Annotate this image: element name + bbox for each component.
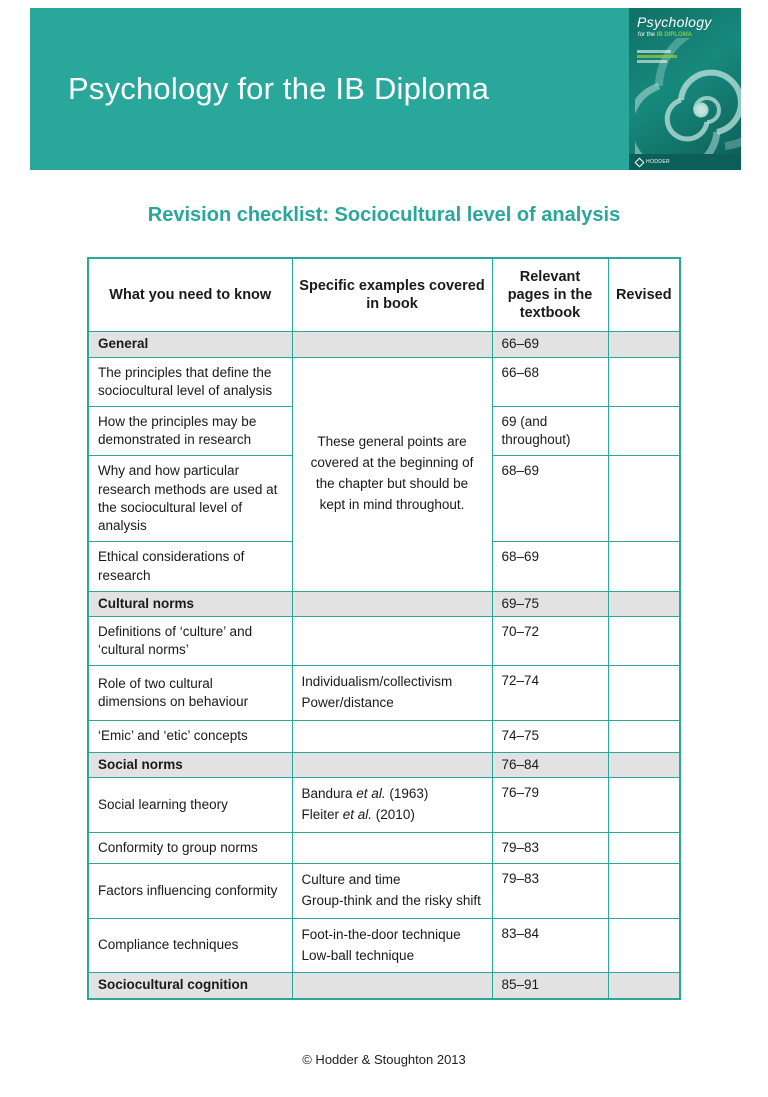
pages-cell: 69 (and throughout) [491,406,609,457]
copyright-footer: © Hodder & Stoughton 2013 [302,1051,466,1067]
examples-cell: Individualism/collectivism Power/distance [291,665,493,722]
revised-cell [607,615,681,667]
pages-cell: 68–69 [491,541,609,592]
checklist-body: General 66–69 The principles that define t… [87,331,681,1000]
know-cell: Why and how particular research methods … [87,455,293,543]
table-row: Definitions of ‘culture’ and ‘cultural n… [87,615,681,667]
know-cell: General [87,331,293,358]
column-header-pages: Relevant pages in the textbook [491,257,609,333]
book-cover-authors-decoration [637,50,677,65]
table-row: The principles that define the sociocult… [87,356,681,592]
revised-cell [607,972,681,1000]
column-header-revised: Revised [607,257,681,333]
know-cell: The principles that define the sociocult… [87,356,293,408]
pages-cell: 69–75 [491,590,609,618]
pages-cell: 79–83 [491,862,609,919]
know-cell: Cultural norms [87,590,293,618]
table-row: Role of two cultural dimensions on behav… [87,665,681,722]
revised-cell [607,720,681,753]
page-title: Psychology for the IB Diploma [68,71,490,106]
examples-cell [291,615,493,667]
pages-cell: 72–74 [491,665,609,722]
know-cell: Definitions of ‘culture’ and ‘cultural n… [87,615,293,667]
know-cell: How the principles may be demonstrated i… [87,406,293,457]
examples-cell: Culture and time Group-think and the risk… [291,862,493,919]
know-cell: Compliance techniques [87,917,293,974]
table-row: Social learning theory Bandura et al. (19… [87,776,681,833]
pages-cell: 66–68 [491,356,609,408]
examples-cell [291,720,493,753]
table-row: ‘Emic’ and ‘etic’ concepts 74–75 [87,720,681,753]
book-cover-publisher-bar: HODDER [629,154,741,170]
know-cell: Sociocultural cognition [87,972,293,1000]
examples-cell [291,831,493,864]
publisher-logo-icon [634,157,645,167]
revised-cell [607,862,681,919]
know-cell: Social learning theory [87,776,293,833]
examples-cell: Bandura et al. (1963) Fleiter et al. (201… [291,776,493,833]
table-row: Factors influencing conformity Culture an… [87,862,681,919]
book-cover-title: Psychology [637,14,712,30]
revised-cell [607,831,681,864]
know-cell: Ethical considerations of research [87,541,293,592]
know-cell: ‘Emic’ and ‘etic’ concepts [87,720,293,753]
page: Psychology for the IB Diploma Psychology… [0,8,768,1097]
pages-cell: 74–75 [491,720,609,753]
revised-cell [607,776,681,833]
pages-cell: 85–91 [491,972,609,1000]
table-row: Compliance techniques Foot-in-the-door te… [87,917,681,974]
revised-cell [607,356,681,408]
section-row: Sociocultural cognition 85–91 [87,972,681,1000]
publisher-name: HODDER [646,159,671,165]
know-cell: Role of two cultural dimensions on behav… [87,665,293,722]
know-cell: Social norms [87,751,293,778]
revised-cell [607,590,681,618]
examples-cell [291,751,493,778]
section-row: Social norms 76–84 [87,751,681,778]
table-header-row: What you need to know Specific examples … [87,257,681,333]
table-row: Ethical considerations of research 68–69 [87,541,681,592]
revised-cell [607,406,681,457]
pages-cell: 79–83 [491,831,609,864]
revised-cell [607,751,681,778]
pages-cell: 66–69 [491,331,609,358]
revised-cell [607,331,681,358]
section-row: General 66–69 [87,331,681,358]
book-cover: Psychology for the IB DIPLOMA HODDER [629,8,741,170]
page-heading: Revision checklist: Sociocultural level … [147,204,621,226]
pages-cell: 83–84 [491,917,609,974]
examples-cell: These general points are covered at the … [291,356,493,592]
table-row: Why and how particular research methods … [87,455,681,543]
pages-cell: 76–79 [491,776,609,833]
examples-cell [291,972,493,1000]
revised-cell [607,917,681,974]
column-header-examples: Specific examples covered in book [291,257,493,333]
table-row: Conformity to group norms 79–83 [87,831,681,864]
examples-cell [291,331,493,358]
table-row: How the principles may be demonstrated i… [87,406,681,457]
examples-cell: Foot-in-the-door technique Low-ball techn… [291,917,493,974]
header-banner: Psychology for the IB Diploma Psychology… [30,8,741,170]
section-row: Cultural norms 69–75 [87,590,681,618]
revised-cell [607,665,681,722]
pages-cell: 76–84 [491,751,609,778]
pages-cell: 70–72 [491,615,609,667]
know-cell: Factors influencing conformity [87,862,293,919]
revised-cell [607,541,681,592]
pages-cell: 68–69 [491,455,609,543]
revised-cell [607,455,681,543]
column-header-know: What you need to know [87,257,293,333]
examples-cell [291,590,493,618]
book-cover-subtitle: for the IB DIPLOMA [638,32,693,38]
know-cell: Conformity to group norms [87,831,293,864]
revision-checklist-table: What you need to know Specific examples … [87,257,681,1000]
